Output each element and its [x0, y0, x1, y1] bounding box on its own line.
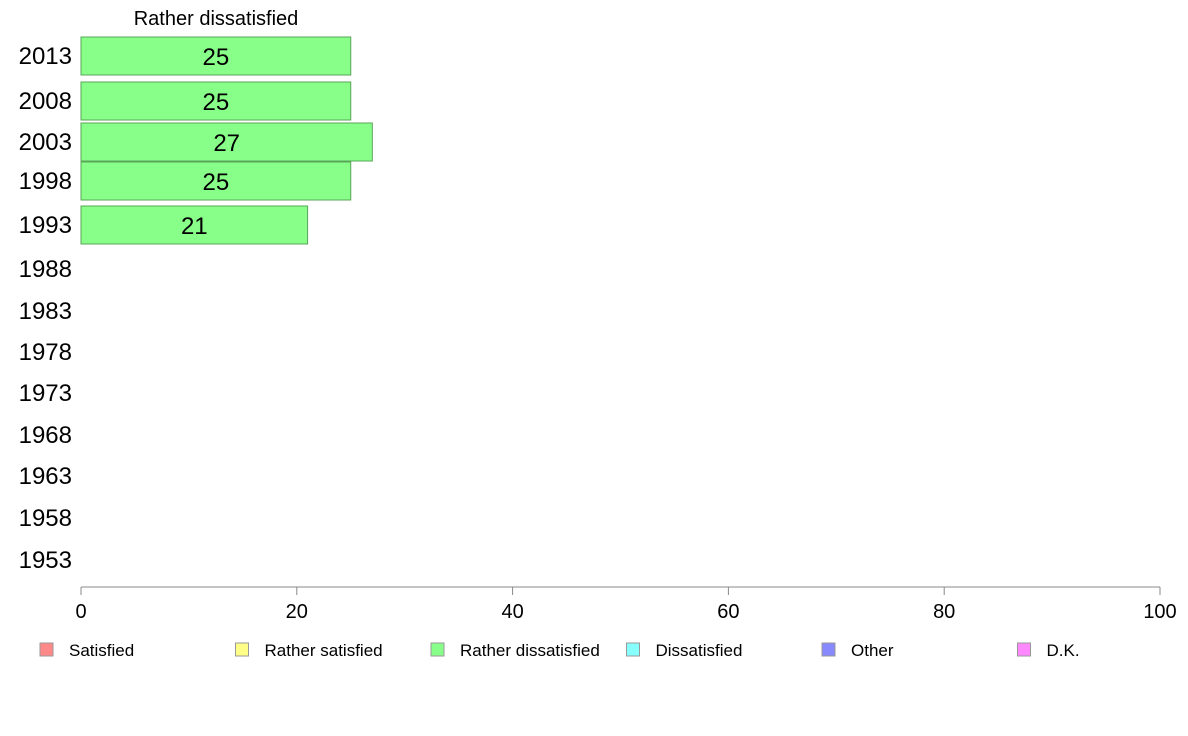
- x-axis: 0 20 40 60 80 100: [75, 586, 1177, 623]
- bar: [80, 161, 352, 201]
- bar: [80, 36, 352, 76]
- bars-group: 25 25 27 25 21: [80, 36, 373, 245]
- x-tick-label: 100: [1143, 601, 1176, 623]
- legend-swatch: [39, 642, 54, 657]
- legend-label: Rather satisfied: [265, 641, 383, 660]
- category-label: 1968: [19, 422, 72, 449]
- bar-value-label: 21: [181, 213, 208, 240]
- x-tick-label: 80: [933, 601, 955, 623]
- chart-title: Rather dissatisfied: [134, 8, 299, 30]
- category-label: 2008: [19, 88, 72, 115]
- x-tick-label: 60: [717, 601, 739, 623]
- legend-label: D.K.: [1047, 641, 1080, 660]
- legend-label: Other: [851, 641, 894, 660]
- bar-value-label: 25: [203, 89, 230, 116]
- x-tick-label: 20: [286, 601, 308, 623]
- x-tick-label: 0: [75, 601, 86, 623]
- legend-swatch: [1017, 642, 1031, 657]
- category-label: 2003: [19, 129, 72, 156]
- bar: [80, 122, 373, 162]
- legend: Satisfied Rather satisfied Rather dissatis…: [39, 641, 1080, 660]
- category-label: 1988: [19, 256, 72, 283]
- category-label: 1978: [19, 339, 72, 366]
- category-label: 1993: [19, 212, 72, 239]
- bar-value-label: 25: [203, 44, 230, 71]
- category-label: 1983: [19, 298, 72, 325]
- x-tick-label: 40: [501, 601, 523, 623]
- category-label: 1953: [19, 547, 72, 574]
- legend-swatch: [821, 642, 836, 657]
- bar-value-label: 25: [203, 169, 230, 196]
- category-labels: 2013 2008 2003 1998 1993 1988 1983 1978 1973 1968…: [19, 43, 72, 574]
- legend-swatch: [430, 642, 445, 657]
- legend-label: Rather dissatisfied: [460, 641, 600, 660]
- legend-label: Dissatisfied: [656, 641, 743, 660]
- category-label: 1973: [19, 380, 72, 407]
- bar: [80, 205, 309, 245]
- category-label: 2013: [19, 43, 72, 70]
- legend-swatch: [626, 642, 640, 657]
- category-label: 1998: [19, 168, 72, 195]
- legend-swatch: [235, 642, 249, 657]
- legend-label: Satisfied: [69, 641, 134, 660]
- bar-value-label: 27: [213, 130, 240, 157]
- category-label: 1958: [19, 505, 72, 532]
- bar: [80, 81, 352, 121]
- category-label: 1963: [19, 463, 72, 490]
